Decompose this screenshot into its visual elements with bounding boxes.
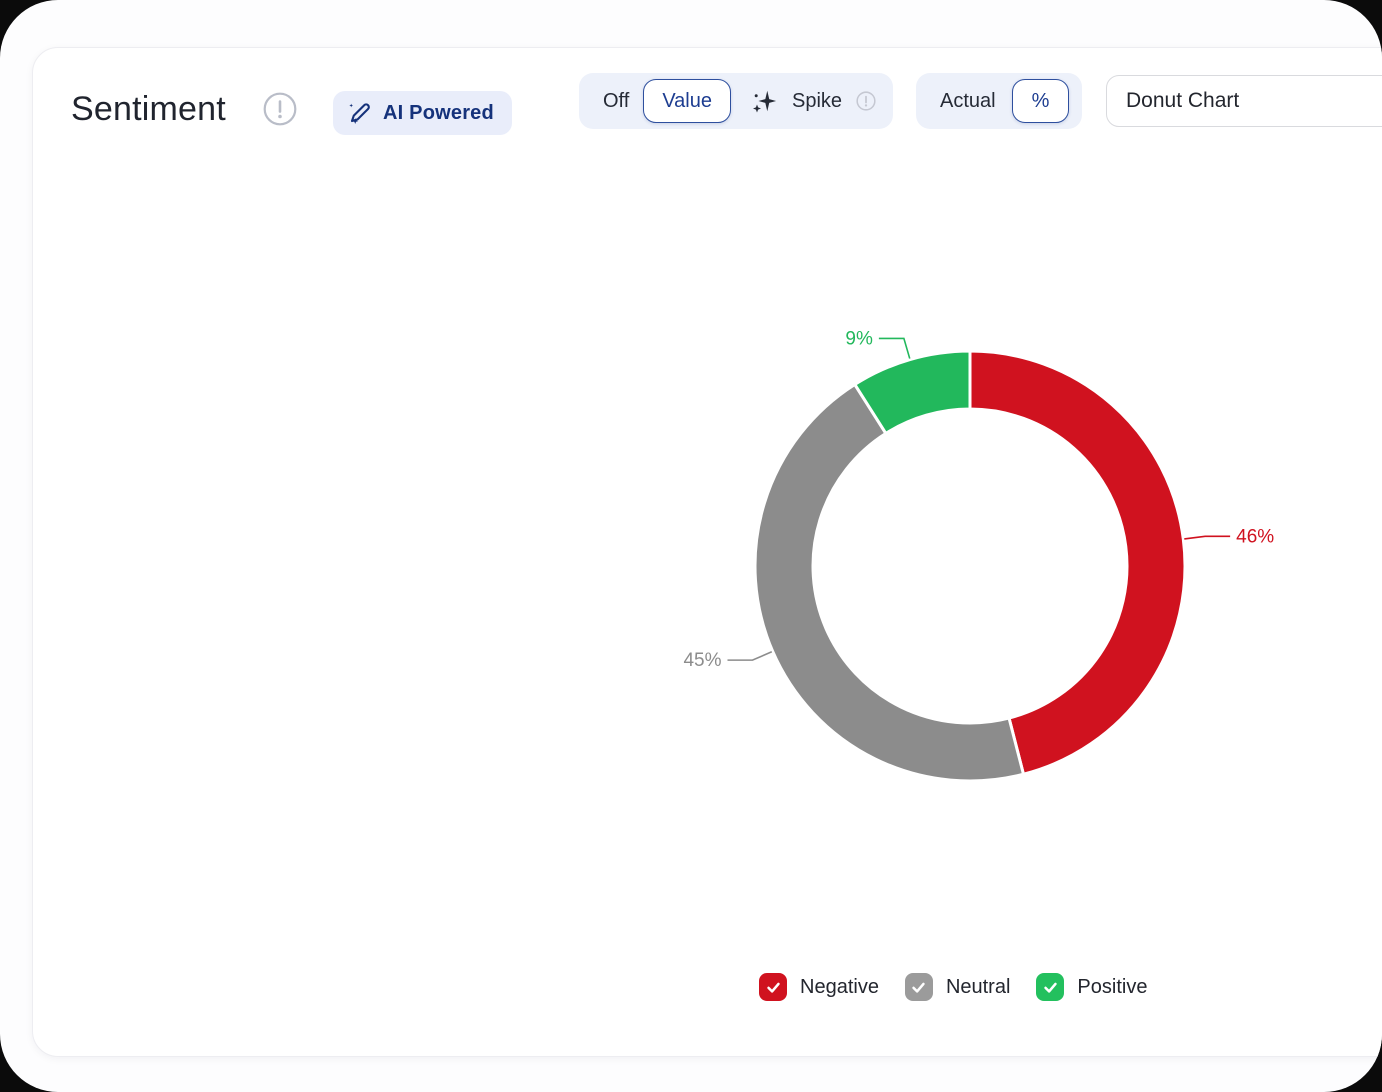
actual-percent-toggle: Actual %	[916, 73, 1082, 129]
value-spike-toggle: Off Value Spike	[579, 73, 893, 129]
spike-info-icon[interactable]	[856, 91, 876, 111]
ai-badge-label: AI Powered	[383, 101, 494, 124]
chart-legend: Negative Neutral Positive	[759, 973, 1147, 1001]
legend-checkbox-positive[interactable]	[1036, 973, 1065, 1001]
toggle-option-percent[interactable]: %	[1011, 79, 1070, 123]
legend-label: Negative	[800, 975, 879, 998]
legend-item-positive[interactable]: Positive	[1036, 973, 1147, 1001]
donut-slice-neutral[interactable]	[753, 382, 1026, 783]
donut-slice-positive[interactable]	[852, 349, 972, 436]
toggle-option-actual[interactable]: Actual	[940, 89, 996, 112]
toggle-option-off[interactable]: Off	[603, 89, 630, 112]
legend-label: Neutral	[945, 975, 1011, 998]
chart-type-value: Donut Chart	[1126, 89, 1240, 112]
donut-slice-negative[interactable]	[968, 349, 1187, 777]
check-icon	[766, 982, 780, 993]
check-icon	[1044, 982, 1057, 993]
legend-checkbox-negative[interactable]	[759, 973, 787, 1001]
toggle-option-value[interactable]: Value	[643, 79, 731, 123]
sparkles-icon	[751, 88, 778, 115]
ai-pen-sparkle-icon	[347, 100, 373, 126]
legend-label: Positive	[1077, 975, 1148, 998]
legend-item-neutral[interactable]: Neutral	[904, 973, 1011, 1001]
info-icon[interactable]	[263, 92, 297, 126]
page-title: Sentiment	[71, 90, 226, 128]
legend-item-negative[interactable]: Negative	[759, 973, 879, 1001]
toggle-option-spike[interactable]: Spike	[791, 89, 843, 112]
chart-type-select[interactable]: Donut Chart	[1106, 75, 1382, 127]
ai-powered-badge: AI Powered	[333, 91, 512, 135]
legend-checkbox-neutral[interactable]	[904, 973, 933, 1001]
check-icon	[912, 982, 926, 993]
